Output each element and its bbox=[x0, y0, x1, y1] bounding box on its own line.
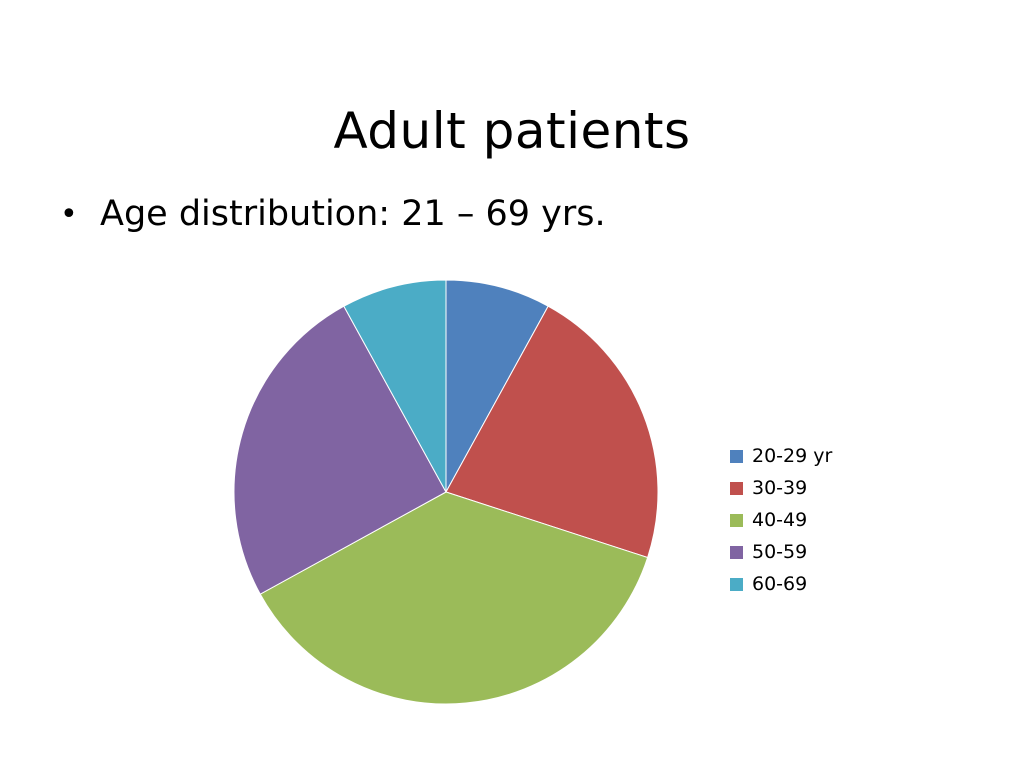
chart-legend: 20-29 yr 30-39 40-49 50-59 60-69 bbox=[730, 440, 832, 600]
bullet-text: Age distribution: 21 – 69 yrs. bbox=[100, 194, 606, 234]
slide-title: Adult patients bbox=[333, 101, 691, 160]
legend-label: 60-69 bbox=[752, 573, 808, 595]
legend-swatch bbox=[730, 577, 743, 591]
legend-swatch bbox=[730, 513, 743, 527]
legend-item: 20-29 yr bbox=[730, 440, 832, 472]
legend-item: 30-39 bbox=[730, 472, 832, 504]
pie-slice-20-29-yr bbox=[445, 279, 549, 493]
legend-swatch bbox=[730, 449, 743, 463]
legend-label: 20-29 yr bbox=[752, 445, 833, 467]
bullet-icon: • bbox=[60, 196, 78, 232]
legend-label: 40-49 bbox=[752, 509, 808, 531]
pie-slices bbox=[233, 279, 659, 705]
pie-slice-40-49 bbox=[259, 491, 649, 705]
legend-swatch bbox=[730, 481, 743, 495]
pie-slice-60-69 bbox=[343, 279, 447, 493]
bullet-item: • Age distribution: 21 – 69 yrs. bbox=[60, 188, 606, 240]
pie-slice-50-59 bbox=[233, 305, 447, 595]
legend-label: 30-39 bbox=[752, 477, 808, 499]
legend-item: 50-59 bbox=[730, 536, 832, 568]
legend-item: 40-49 bbox=[730, 504, 832, 536]
legend-label: 50-59 bbox=[752, 541, 808, 563]
legend-swatch bbox=[730, 545, 743, 559]
pie-slice-30-39 bbox=[445, 305, 659, 559]
legend-item: 60-69 bbox=[730, 568, 832, 600]
